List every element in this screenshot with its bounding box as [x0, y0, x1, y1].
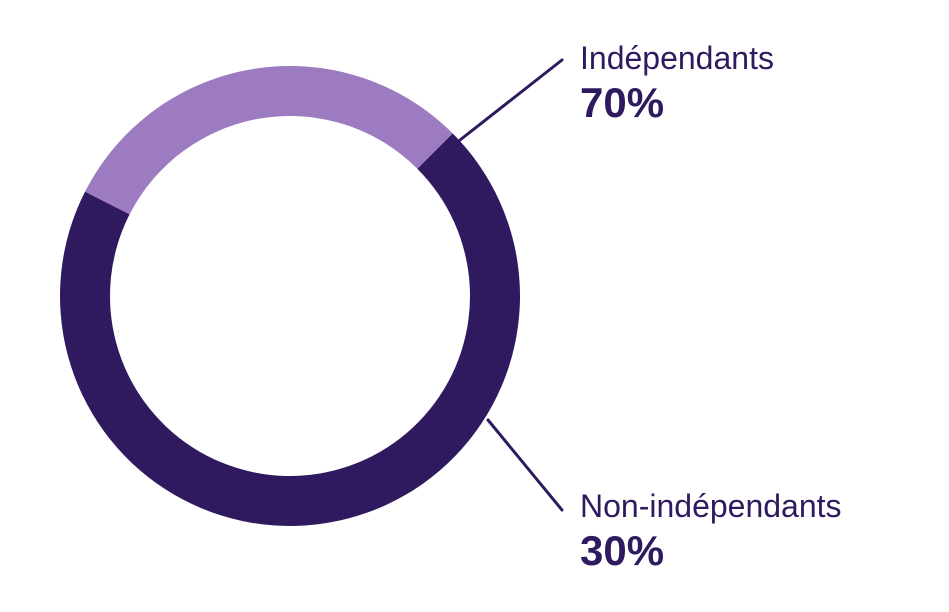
label-independants: Indépendants 70% [580, 40, 774, 127]
label-non-independants-title: Non-indépendants [580, 488, 842, 525]
leader-line-independants [460, 60, 562, 140]
label-non-independants-value: 30% [580, 527, 842, 575]
label-non-independants: Non-indépendants 30% [580, 488, 842, 575]
label-independants-value: 70% [580, 79, 774, 127]
leader-line-non_independants [488, 420, 562, 510]
label-independants-title: Indépendants [580, 40, 774, 77]
slice-non_independants [85, 66, 453, 214]
donut-chart-container: Indépendants 70% Non-indépendants 30% [0, 0, 949, 612]
